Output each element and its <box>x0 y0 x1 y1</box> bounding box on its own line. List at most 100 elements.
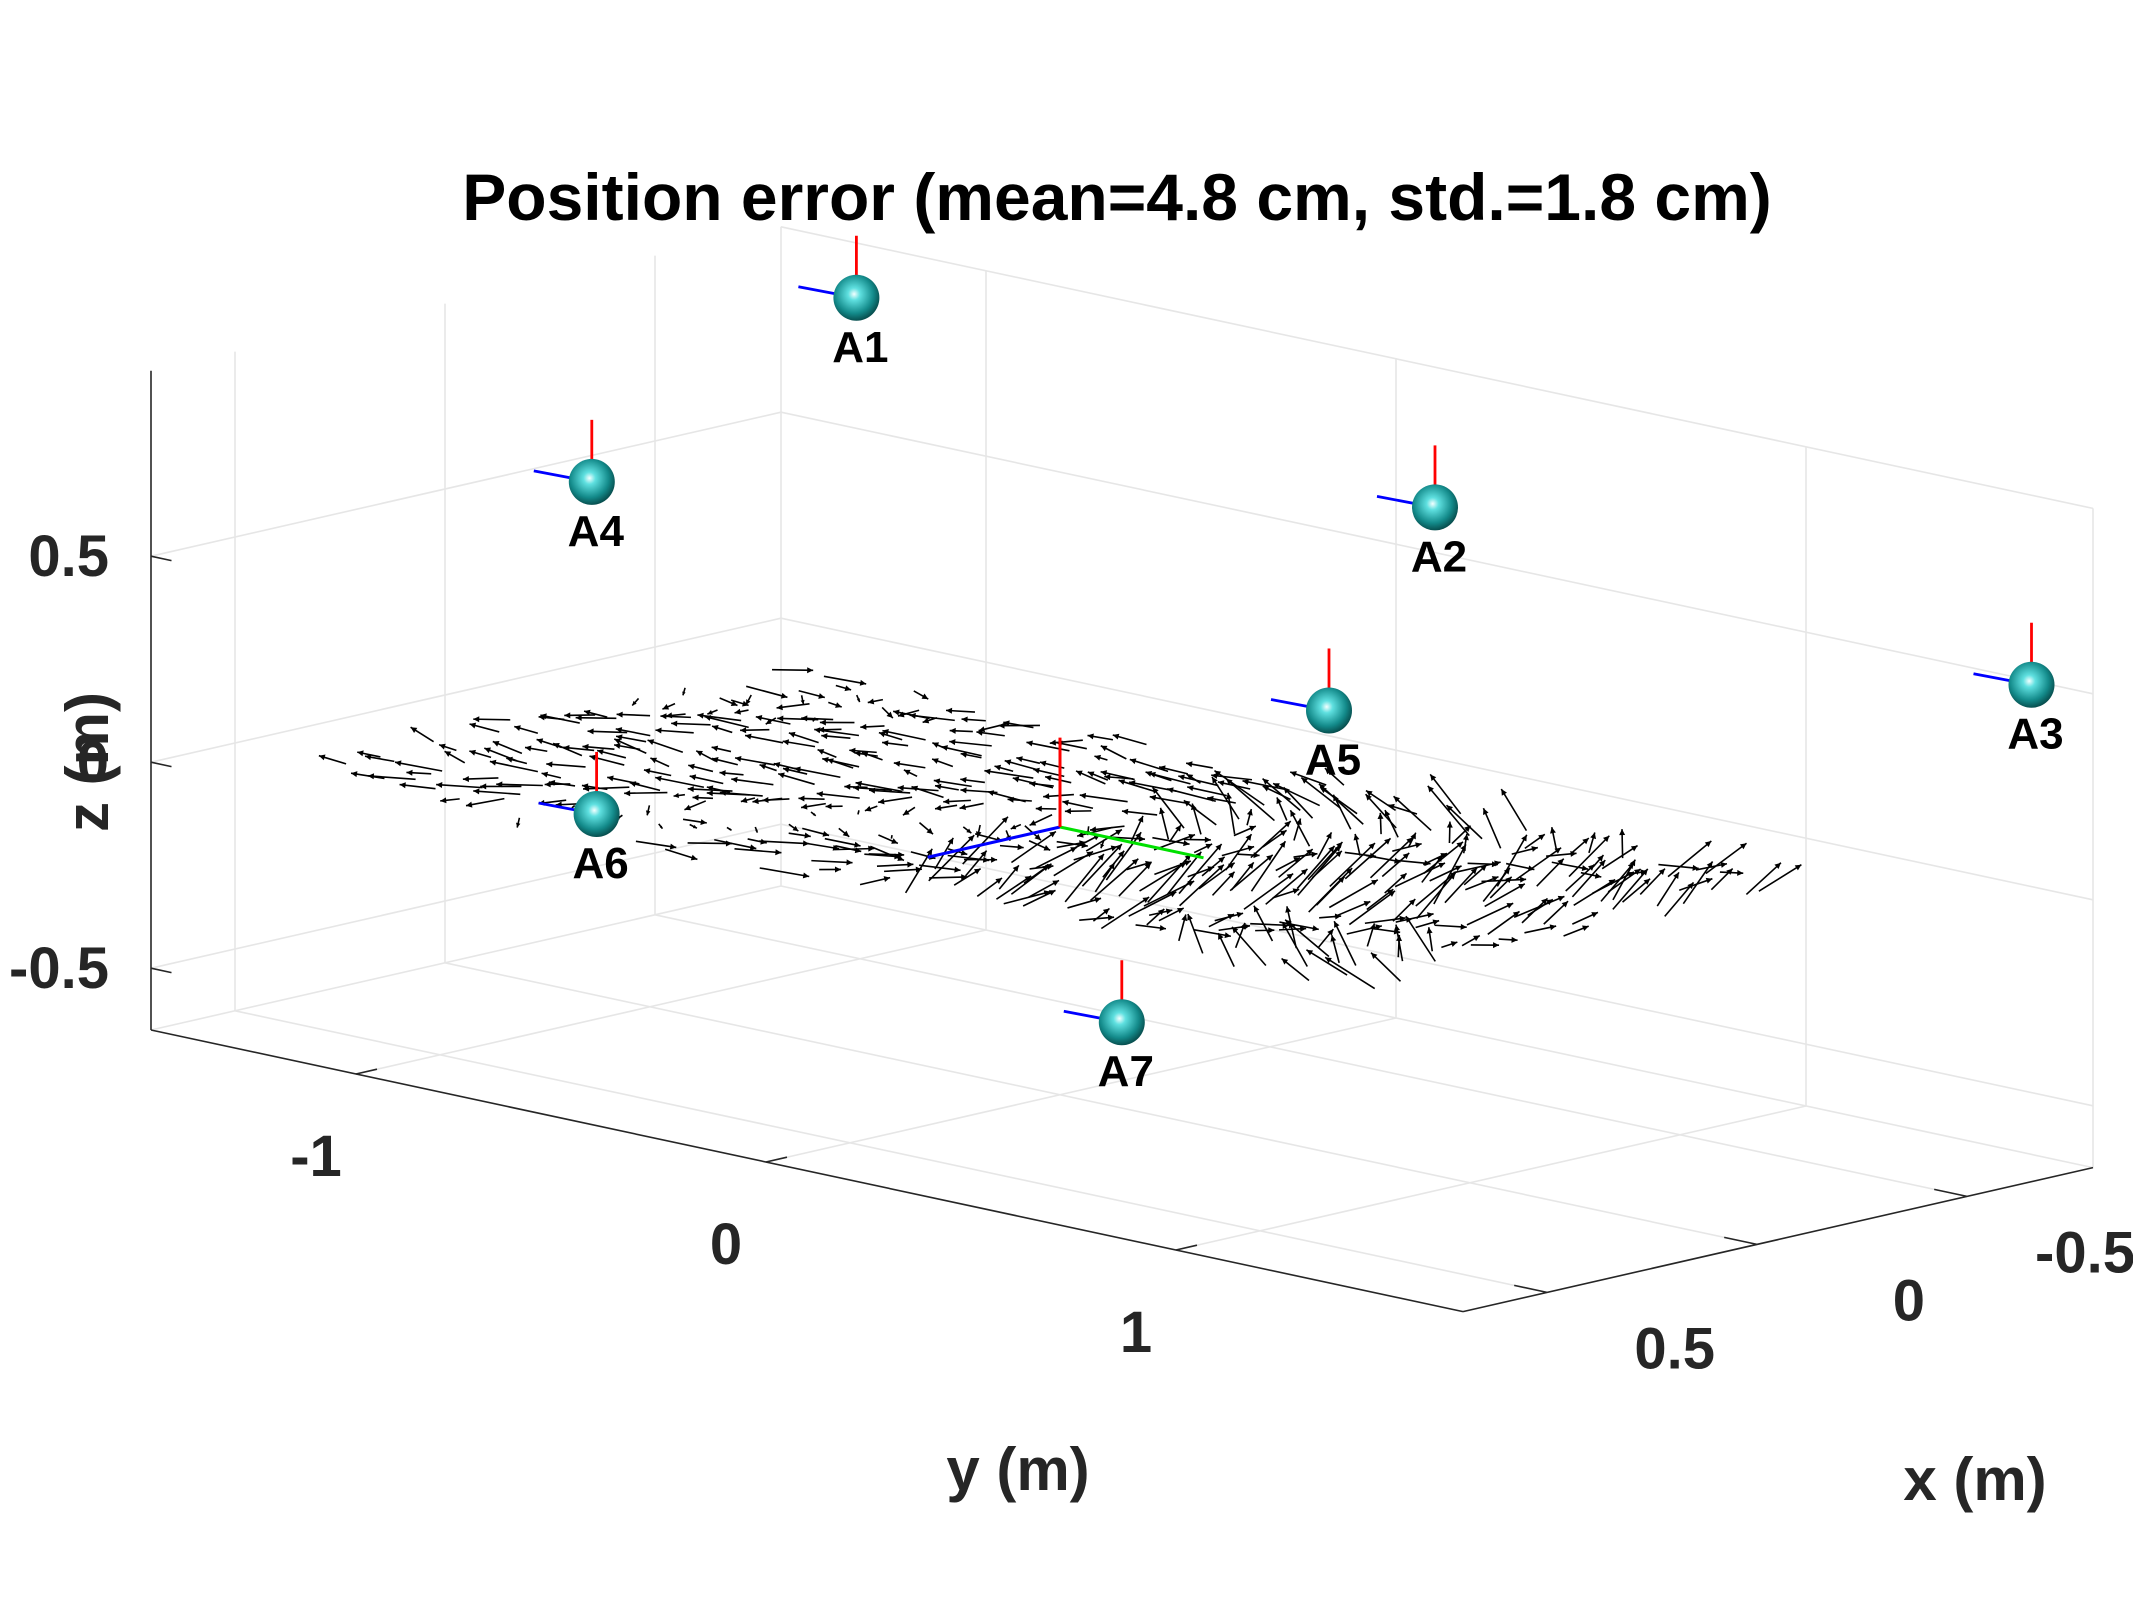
error-arrow-head <box>1190 803 1197 811</box>
error-arrow-head <box>1597 855 1604 862</box>
error-arrow-head <box>1705 877 1713 884</box>
error-arrow-head <box>440 797 447 804</box>
error-arrow-head <box>469 722 477 729</box>
anchor-label: A4 <box>568 507 625 556</box>
error-arrow-head <box>1165 908 1173 915</box>
error-arrow <box>671 722 711 726</box>
error-arrow <box>1444 867 1478 904</box>
error-arrow-head <box>1135 832 1142 839</box>
error-arrow-head <box>1393 796 1401 803</box>
grid-z-side <box>150 617 782 763</box>
error-arrow-head <box>730 700 738 706</box>
tick-mark <box>355 1068 378 1075</box>
error-arrow <box>635 840 677 849</box>
error-arrow <box>1318 783 1364 825</box>
error-arrow-head <box>886 711 893 719</box>
error-arrow-head <box>706 790 713 797</box>
anchor-a2: A2 <box>1376 445 1467 581</box>
error-arrow <box>1187 786 1227 797</box>
error-arrow <box>1026 741 1070 752</box>
error-arrow <box>876 863 914 868</box>
error-arrow-head <box>1017 844 1024 851</box>
error-arrow-head <box>835 702 842 708</box>
error-arrow-head <box>1276 797 1283 805</box>
error-arrow-head <box>818 726 825 733</box>
error-arrow <box>1333 900 1371 918</box>
error-arrow-head <box>1464 825 1471 833</box>
error-arrow-head <box>1039 760 1047 767</box>
error-arrow-head <box>1334 921 1340 928</box>
error-arrow-head <box>1131 858 1139 865</box>
error-arrow-head <box>883 876 891 882</box>
error-arrow <box>1445 804 1483 840</box>
error-arrow-head <box>855 780 862 787</box>
error-arrow <box>1100 896 1150 930</box>
error-arrow <box>473 718 511 721</box>
error-arrow-head <box>1087 771 1095 778</box>
error-arrow-head <box>1505 876 1512 884</box>
error-arrow-head <box>1550 827 1556 834</box>
error-arrow-head <box>1300 925 1307 932</box>
error-arrow-head <box>1142 897 1150 903</box>
error-arrow-head <box>1186 774 1194 780</box>
error-arrow <box>624 791 668 795</box>
anchor-a3: A3 <box>1973 622 2064 759</box>
anchor-label: A7 <box>1098 1047 1154 1096</box>
error-arrow-head <box>731 776 738 783</box>
error-arrow <box>869 845 905 862</box>
error-arrow-head <box>496 781 503 788</box>
error-arrow-head <box>1007 796 1014 803</box>
error-arrow-head <box>624 790 631 797</box>
error-arrow-head <box>1169 891 1177 898</box>
error-arrow-head <box>1292 888 1300 895</box>
error-arrow <box>1217 932 1235 967</box>
error-arrow-head <box>1247 862 1254 869</box>
error-arrow-head <box>692 794 699 801</box>
grid-z-side <box>150 411 782 557</box>
error-arrow <box>1364 917 1406 925</box>
error-arrow <box>855 781 903 793</box>
anchor-a5: A5 <box>1270 648 1361 784</box>
error-arrow-head <box>967 835 975 842</box>
error-arrow-head <box>902 809 910 816</box>
error-arrow-head <box>980 850 987 858</box>
error-arrow <box>1415 871 1457 907</box>
error-arrow-head <box>1033 767 1040 774</box>
error-arrow <box>1658 863 1699 870</box>
error-arrow-head <box>1363 901 1371 907</box>
error-arrow-head <box>1427 785 1434 793</box>
grid-edge <box>150 885 782 1031</box>
error-arrow-head <box>583 785 590 792</box>
tick-labels: -1 0 1 -0.5 0 0.5 -0.5 0 0.5 <box>9 524 2133 1381</box>
error-arrow <box>882 729 926 741</box>
error-arrow-head <box>960 849 968 856</box>
error-arrow-head <box>1245 834 1252 841</box>
error-arrow-head <box>1306 949 1314 956</box>
error-arrow-head <box>1293 857 1301 864</box>
error-arrow <box>436 783 483 789</box>
error-arrow-head <box>1402 853 1410 860</box>
error-arrow-head <box>1175 824 1181 832</box>
error-arrow-head <box>597 749 604 755</box>
error-arrow-head <box>1324 768 1332 775</box>
error-arrow <box>1076 826 1113 837</box>
error-arrow-head <box>1108 862 1115 870</box>
error-arrow <box>1297 844 1342 896</box>
error-arrow <box>811 859 853 864</box>
error-arrow-head <box>1079 840 1086 847</box>
error-arrow-head <box>1326 832 1332 840</box>
error-arrow-head <box>1424 860 1431 867</box>
error-arrow <box>647 739 684 754</box>
error-arrow-head <box>1629 859 1636 867</box>
error-arrow-head <box>1503 867 1510 875</box>
anchor-a7: A7 <box>1063 960 1154 1096</box>
error-arrow <box>1423 841 1464 875</box>
error-arrow <box>1664 881 1695 917</box>
error-arrow <box>919 864 961 872</box>
error-arrow-head <box>1240 922 1246 930</box>
error-arrow-head <box>973 868 981 875</box>
error-arrow-head <box>898 851 905 858</box>
anchor-sphere <box>568 458 615 505</box>
error-arrow <box>744 734 784 744</box>
error-arrow <box>1166 788 1216 803</box>
